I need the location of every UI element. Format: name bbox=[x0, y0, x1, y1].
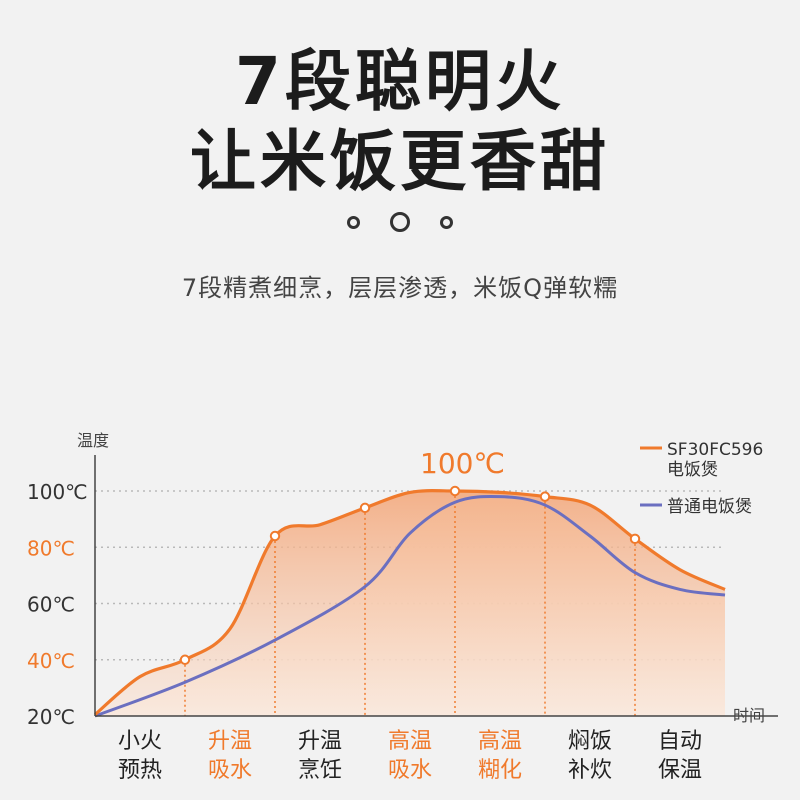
subtitle: 7段精煮细烹，层层渗透，米饭Q弹软糯 bbox=[181, 274, 619, 302]
headline-line-1: 7段聪明火 bbox=[235, 43, 565, 120]
orange-data-point bbox=[359, 502, 371, 514]
y-tick-label: 100℃ bbox=[27, 480, 88, 504]
x-category-label-top: 升温 bbox=[208, 729, 252, 754]
x-category-label-bottom: 糊化 bbox=[478, 758, 522, 783]
x-category-label-top: 小火 bbox=[118, 729, 162, 754]
orange-data-point bbox=[269, 530, 281, 542]
headline-line-2: 让米饭更香甜 bbox=[190, 123, 610, 200]
x-category-label-bottom: 保温 bbox=[658, 758, 702, 783]
dot-big-center-icon bbox=[390, 212, 410, 232]
y-tick-label: 60℃ bbox=[27, 593, 75, 617]
y-axis-title: 温度 bbox=[77, 431, 109, 450]
x-category-label-top: 升温 bbox=[298, 729, 342, 754]
blue-series-area bbox=[95, 496, 725, 716]
orange-data-point bbox=[449, 485, 461, 497]
dot-small-right-icon bbox=[440, 215, 453, 229]
x-category-label-bottom: 预热 bbox=[118, 758, 162, 783]
series-lines bbox=[93, 489, 726, 718]
blue-series-line bbox=[94, 494, 726, 718]
x-axis-title: 时间 bbox=[733, 706, 765, 725]
legend-label-orange: SF30FC596 bbox=[667, 440, 763, 460]
axes bbox=[94, 455, 778, 717]
decorative-dots bbox=[0, 212, 800, 232]
x-category-label-bottom: 烹饪 bbox=[298, 758, 342, 783]
y-tick-label: 40℃ bbox=[27, 649, 75, 673]
peak-annotation: 100℃ bbox=[420, 447, 505, 480]
y-tick-label: 80℃ bbox=[27, 536, 75, 560]
y-tick-label: 20℃ bbox=[27, 705, 75, 729]
x-category-label-top: 自动 bbox=[658, 729, 702, 754]
orange-data-point bbox=[179, 654, 191, 665]
series-areas bbox=[95, 490, 725, 716]
x-category-label-bottom: 吸水 bbox=[388, 758, 432, 783]
x-category-label-top: 高温 bbox=[478, 729, 522, 754]
x-category-label-top: 焖饭 bbox=[568, 729, 612, 754]
series-markers bbox=[179, 485, 641, 665]
dot-small-left-icon bbox=[347, 215, 360, 229]
orange-data-point bbox=[539, 491, 551, 502]
legend-label-orange-line2: 电饭煲 bbox=[667, 460, 718, 480]
stage-dividers bbox=[184, 491, 636, 716]
x-category-label-top: 高温 bbox=[388, 729, 432, 754]
legend-label-blue: 普通电饭煲 bbox=[667, 497, 752, 517]
x-category-label-bottom: 补炊 bbox=[568, 758, 612, 783]
orange-data-point bbox=[629, 533, 641, 545]
orange-series-line bbox=[93, 489, 726, 716]
x-category-label-bottom: 吸水 bbox=[208, 758, 252, 783]
